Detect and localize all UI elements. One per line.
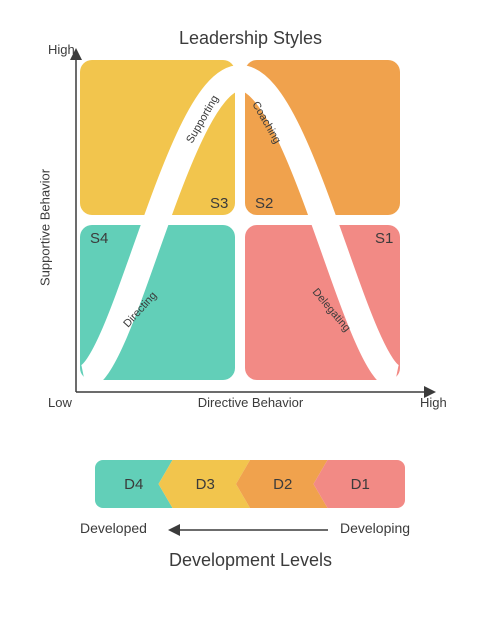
developing-label: Developing <box>340 520 410 536</box>
quadrant-label-S2: S2 <box>255 195 273 212</box>
development-levels-chart: D4 D3 D2 D1 <box>80 455 420 525</box>
developed-label: Developed <box>80 520 147 536</box>
development-arrow <box>168 520 338 540</box>
quadrant-label-S4: S4 <box>90 230 108 247</box>
dev-label-D3: D3 <box>196 476 215 493</box>
dev-label-D4: D4 <box>124 476 143 493</box>
dev-label-D1: D1 <box>351 476 370 493</box>
y-axis-label: Supportive Behavior <box>38 168 53 288</box>
top-title: Leadership Styles <box>0 28 501 49</box>
leadership-quadrant-chart: DirectingSupportingCoachingDelegating S3… <box>62 48 442 408</box>
dev-label-D2: D2 <box>273 476 292 493</box>
quadrant-label-S1: S1 <box>375 230 393 247</box>
quadrant-label-S3: S3 <box>210 195 228 212</box>
bottom-title: Development Levels <box>0 550 501 571</box>
